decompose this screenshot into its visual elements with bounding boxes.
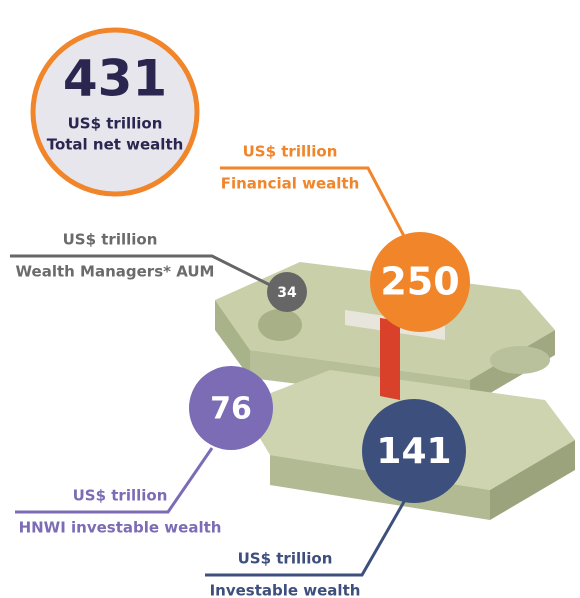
unit: US$ trillion (73, 487, 168, 505)
connector (10, 254, 271, 287)
value-circle (362, 399, 466, 503)
connector (220, 166, 407, 239)
value: 141 (376, 431, 451, 472)
total-unit: US$ trillion (68, 115, 163, 133)
label: Financial wealth (221, 175, 360, 193)
connector (205, 499, 407, 577)
unit: US$ trillion (63, 231, 158, 249)
unit: US$ trillion (243, 143, 338, 161)
total-value: 431 (63, 50, 167, 108)
label: Investable wealth (210, 582, 361, 598)
value-circle (267, 272, 307, 312)
total-circle (30, 27, 200, 197)
total-label: Total net wealth (47, 136, 184, 154)
value-circle (370, 232, 470, 332)
value: 250 (380, 260, 459, 304)
unit: US$ trillion (238, 550, 333, 568)
value: 76 (210, 392, 252, 427)
label: HNWI investable wealth (19, 519, 222, 537)
label: Wealth Managers* AUM (16, 263, 215, 281)
value: 34 (277, 285, 297, 301)
connector (15, 447, 214, 514)
value-circle (189, 366, 273, 450)
